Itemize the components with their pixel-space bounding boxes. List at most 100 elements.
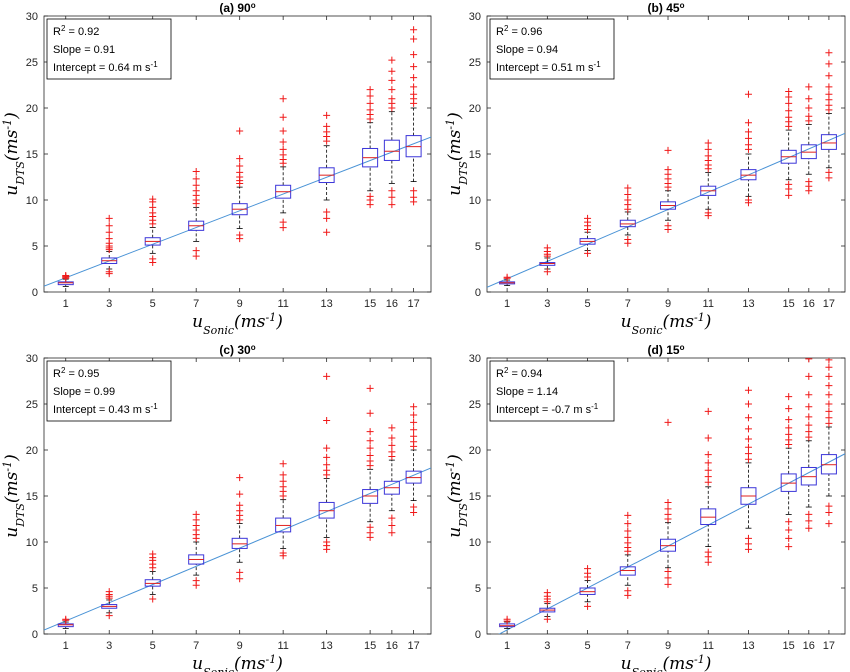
outlier-marker — [664, 166, 672, 174]
outlier-marker — [744, 141, 752, 149]
outlier-marker — [236, 490, 244, 498]
outlier-marker — [825, 363, 833, 371]
outlier-marker — [825, 90, 833, 98]
outlier-marker — [664, 146, 672, 154]
x-tick-label: 15 — [783, 298, 795, 310]
outlier-marker — [105, 588, 113, 596]
outlier-marker — [410, 83, 418, 91]
outlier-marker — [825, 60, 833, 68]
x-tick-label: 13 — [742, 640, 754, 652]
box-11 — [275, 460, 292, 560]
outlier-marker — [704, 145, 712, 153]
outlier-marker — [410, 35, 418, 43]
outlier-marker — [388, 529, 396, 537]
outlier-marker — [192, 247, 200, 255]
outlier-marker — [664, 498, 672, 506]
outlier-marker — [105, 222, 113, 230]
x-tick-label: 1 — [504, 640, 510, 652]
x-tick-label: 7 — [625, 298, 631, 310]
outlier-marker — [323, 372, 331, 380]
outlier-marker — [624, 527, 632, 535]
outlier-marker — [410, 411, 418, 419]
outlier-marker — [825, 509, 833, 517]
outlier-marker — [584, 214, 592, 222]
y-tick-label: 10 — [469, 195, 481, 207]
x-tick-label: 5 — [584, 298, 590, 310]
outlier-marker — [664, 222, 672, 230]
outlier-marker — [584, 565, 592, 573]
outlier-marker — [149, 550, 157, 558]
outlier-marker — [323, 453, 331, 461]
outlier-marker — [236, 231, 244, 239]
outlier-marker — [410, 418, 418, 426]
outlier-marker — [624, 190, 632, 198]
y-tick-label: 5 — [32, 583, 38, 595]
box-1 — [57, 271, 74, 287]
outlier-marker — [825, 168, 833, 176]
outlier-marker — [805, 510, 813, 518]
outlier-marker — [744, 119, 752, 127]
outlier-marker — [323, 122, 331, 130]
x-tick-label: 11 — [703, 640, 714, 652]
outlier-marker — [410, 432, 418, 440]
outlier-marker — [366, 192, 374, 200]
outlier-marker — [388, 76, 396, 84]
x-tick-label: 9 — [665, 298, 671, 310]
box-9 — [660, 146, 677, 233]
y-axis-label: uDTS(ms-1) — [1, 112, 27, 196]
y-tick-label: 30 — [26, 11, 38, 23]
outlier-marker — [410, 51, 418, 59]
stats-box: R2 = 0.95 Slope = 0.99 Intercept = 0.43 m … — [46, 360, 172, 422]
outlier-marker — [323, 208, 331, 216]
outlier-marker — [388, 441, 396, 449]
x-tick-label: 17 — [823, 640, 835, 652]
intercept-text: Intercept = 0.64 m s-1 — [53, 60, 158, 75]
outlier-marker — [704, 139, 712, 147]
y-tick-label: 25 — [26, 57, 38, 69]
outlier-marker — [744, 386, 752, 394]
x-tick-label: 7 — [193, 640, 199, 652]
box-13 — [740, 386, 757, 553]
outlier-marker — [410, 63, 418, 71]
outlier-marker — [503, 615, 511, 623]
x-tick-label: 9 — [237, 298, 243, 310]
box-16 — [383, 56, 400, 209]
outlier-marker — [785, 518, 793, 526]
outlier-marker — [624, 587, 632, 595]
outlier-marker — [785, 180, 793, 188]
outlier-marker — [192, 175, 200, 183]
outlier-marker — [785, 543, 793, 551]
x-tick-label: 16 — [803, 640, 815, 652]
outlier-marker — [805, 112, 813, 120]
y-tick-label: 15 — [26, 491, 38, 503]
outlier-marker — [323, 444, 331, 452]
outlier-marker — [279, 477, 287, 485]
plot-area — [44, 26, 431, 287]
box-15 — [780, 87, 797, 199]
r2-text: R2 = 0.92 — [53, 24, 99, 39]
outlier-marker — [624, 184, 632, 192]
outlier-marker — [805, 358, 813, 363]
outlier-marker — [543, 268, 551, 276]
y-tick-label: 25 — [469, 57, 481, 69]
x-tick-label: 17 — [407, 640, 419, 652]
outlier-marker — [805, 403, 813, 411]
outlier-marker — [664, 505, 672, 513]
box-11 — [700, 407, 717, 566]
outlier-marker — [366, 86, 374, 94]
r2-text: R2 = 0.96 — [496, 24, 542, 39]
outlier-marker — [388, 514, 396, 522]
outlier-marker — [825, 502, 833, 510]
outlier-marker — [543, 589, 551, 597]
panel-title: (d) 15o — [648, 343, 685, 358]
outlier-marker — [388, 187, 396, 195]
outlier-marker — [584, 602, 592, 610]
outlier-marker — [785, 526, 793, 534]
outlier-marker — [279, 549, 287, 557]
box-16 — [800, 358, 817, 532]
box-7 — [188, 510, 205, 589]
x-tick-label: 16 — [386, 640, 398, 652]
y-tick-label: 20 — [26, 445, 38, 457]
